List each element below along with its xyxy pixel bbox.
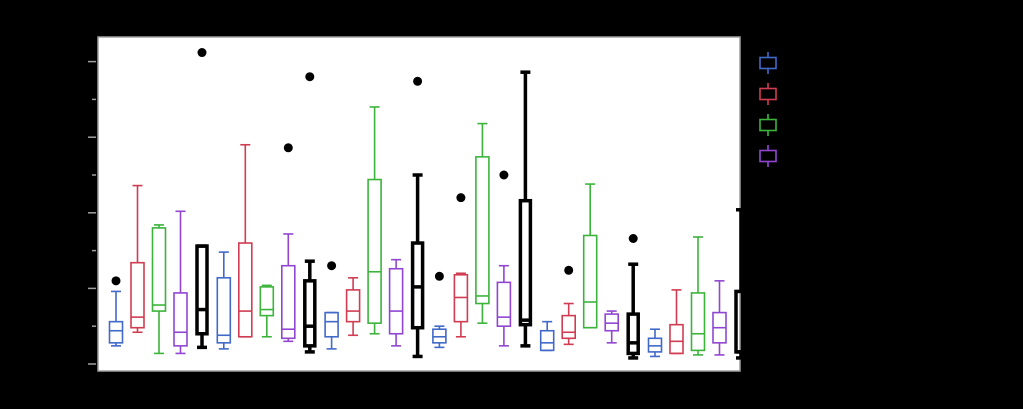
box-iqr [259, 286, 275, 317]
legend-entry-4 [759, 145, 777, 167]
legend-box-icon [759, 56, 777, 70]
box-series-2-group-1 [130, 184, 145, 334]
box-series-4-group-4 [496, 170, 512, 347]
box-series-4-group-3 [388, 258, 404, 347]
legend-box-icon [759, 87, 777, 101]
box-series-4-group-2 [280, 143, 296, 343]
box-iqr [238, 242, 253, 338]
outlier-point [111, 276, 121, 286]
box-iqr [108, 320, 124, 344]
box-iqr [303, 279, 317, 348]
box-iqr [388, 267, 404, 335]
legend [759, 52, 777, 167]
box-series-5-group-5 [626, 234, 640, 360]
box-series-3-group-3 [367, 106, 382, 335]
box-series-1-group-6 [647, 328, 663, 358]
box-marks [108, 48, 748, 360]
box-series-1-group-3 [324, 261, 339, 350]
box-series-1-group-5 [539, 320, 555, 352]
box-iqr [151, 227, 167, 312]
legend-entry-1 [759, 52, 777, 74]
legend-entry-2 [759, 83, 777, 105]
box-series-5-group-2 [303, 72, 317, 354]
outlier-point [413, 76, 423, 86]
box-series-4-group-6 [712, 280, 727, 356]
box-iqr [173, 292, 188, 347]
box-series-1-group-4 [432, 271, 447, 349]
box-iqr [582, 234, 598, 329]
box-series-5-group-4 [518, 70, 533, 348]
box-iqr [475, 156, 490, 305]
box-series-5-group-6 [734, 208, 748, 360]
box-series-3-group-4 [475, 122, 490, 324]
outlier-point [499, 170, 509, 180]
box-series-1-group-2 [216, 251, 232, 350]
box-iqr [496, 281, 512, 327]
box-series-1-group-1 [108, 276, 124, 347]
outlier-point [197, 48, 207, 58]
box-iqr [195, 244, 209, 336]
box-iqr [734, 289, 748, 354]
outlier-point [434, 271, 444, 281]
box-series-3-group-1 [151, 224, 167, 355]
box-iqr [518, 198, 533, 327]
box-series-5-group-1 [195, 48, 209, 350]
y-axis [88, 60, 96, 365]
box-iqr [216, 277, 232, 344]
box-iqr [367, 178, 382, 324]
box-iqr [324, 311, 339, 338]
box-series-2-group-4 [453, 193, 469, 338]
outlier-point [628, 234, 638, 244]
outlier-point [456, 193, 466, 203]
box-series-2-group-2 [238, 143, 253, 338]
box-series-2-group-6 [669, 289, 684, 355]
box-iqr [539, 329, 555, 352]
legend-box-icon [759, 118, 777, 132]
outlier-point [327, 261, 337, 271]
outlier-point [283, 143, 293, 153]
box-series-2-group-5 [561, 265, 577, 346]
box-series-4-group-5 [604, 310, 620, 344]
box-series-3-group-2 [259, 284, 275, 338]
legend-box-icon [759, 149, 777, 163]
legend-entry-3 [759, 114, 777, 136]
box-iqr [690, 292, 706, 352]
box-iqr [130, 261, 145, 329]
box-iqr [626, 312, 640, 356]
box-iqr [345, 289, 361, 323]
outlier-point [564, 265, 574, 275]
box-series-3-group-5 [582, 183, 598, 329]
box-series-3-group-6 [690, 236, 706, 356]
box-iqr [669, 323, 684, 355]
box-iqr [561, 314, 577, 340]
box-series-5-group-3 [410, 76, 425, 359]
box-series-4-group-1 [173, 210, 188, 355]
box-series-2-group-3 [345, 277, 361, 337]
outlier-point [305, 72, 315, 82]
box-iqr [280, 264, 296, 340]
